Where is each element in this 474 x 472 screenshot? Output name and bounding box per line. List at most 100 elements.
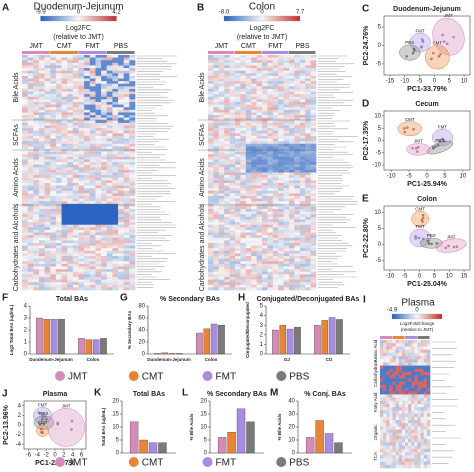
heatmap-cell: [129, 60, 136, 64]
heatmap-cell: [89, 57, 96, 61]
heatmap-cell: [213, 130, 220, 134]
heatmap-cell: [112, 248, 119, 252]
group-strip: [235, 51, 262, 54]
heatmap-cell: [78, 271, 85, 275]
heatmap-cell: [101, 193, 108, 197]
heatmap-cell: [78, 73, 85, 77]
heatmap-cell: [72, 130, 79, 134]
heatmap-cell: [72, 78, 79, 82]
heatmap-cell: [112, 120, 119, 124]
heatmap-cell: [405, 381, 409, 386]
heatmap-cell: [240, 146, 247, 150]
heatmap-cell: [235, 130, 241, 134]
heatmap-cell: [392, 429, 396, 434]
heatmap-cell: [89, 70, 96, 74]
cluster-ellipse: [397, 121, 423, 137]
heatmap-cell: [278, 261, 284, 265]
heatmap-cell: [224, 219, 230, 223]
heatmap-cell: [55, 209, 62, 212]
heatmap-cell: [262, 122, 268, 126]
heatmap-cell: [118, 133, 124, 137]
heatmap-cell: [267, 55, 274, 58]
heatmap-cell: [262, 109, 268, 113]
heatmap-cell: [123, 209, 130, 212]
heatmap-cell: [44, 125, 51, 129]
sample-point: [447, 244, 450, 248]
heatmap-cell: [389, 423, 393, 427]
heatmap-cell: [417, 464, 421, 469]
heatmap-cell: [67, 94, 74, 98]
heatmap-cell: [262, 214, 268, 218]
heatmap-cell: [235, 263, 241, 267]
heatmap-cell: [272, 125, 279, 129]
heatmap-cell: [294, 198, 301, 202]
heatmap-cell: [299, 198, 306, 202]
heatmap-cell: [283, 169, 290, 173]
heatmap-cell: [395, 397, 400, 402]
heatmap-cell: [129, 240, 136, 244]
heatmap-cell: [208, 62, 214, 66]
heatmap-cell: [44, 284, 51, 288]
heatmap-cell: [38, 206, 45, 210]
heatmap-cell: [392, 413, 396, 418]
heatmap-cell: [235, 156, 241, 160]
heatmap-cell: [213, 222, 220, 226]
heatmap-cell: [112, 266, 119, 270]
heatmap-cell: [229, 193, 236, 197]
heatmap-cell: [414, 420, 418, 424]
heatmap-cell: [213, 198, 220, 202]
heatmap-cell: [405, 368, 409, 373]
heatmap-cell: [256, 271, 263, 275]
heatmap-cell: [289, 88, 295, 92]
heatmap-cell: [294, 287, 301, 291]
heatmap-cell: [129, 154, 136, 158]
sample-point: [430, 57, 433, 61]
heatmap-cell: [78, 287, 85, 291]
heatmap-cell: [267, 120, 274, 124]
x-tick-label: 5: [433, 274, 437, 280]
heatmap-cell: [118, 263, 124, 267]
heatmap-cell: [95, 120, 102, 124]
heatmap-cell: [38, 279, 45, 283]
heatmap-cell: [50, 287, 57, 291]
heatmap-cell: [395, 375, 400, 379]
heatmap-cell: [310, 219, 317, 223]
heatmap-cell: [72, 266, 79, 270]
scale-min: -8.0: [219, 10, 230, 16]
heatmap-cell: [84, 159, 91, 163]
panel-title: % Secondary BAs: [207, 391, 267, 398]
heatmap-cell: [95, 258, 102, 262]
heatmap-cell: [267, 261, 274, 265]
heatmap-cell: [123, 258, 130, 262]
heatmap-cell: [118, 216, 124, 220]
heatmap-cell: [55, 201, 62, 205]
heatmap-cell: [33, 243, 40, 246]
y-tick-label: -2: [16, 432, 22, 438]
heatmap-cell: [245, 224, 252, 228]
heatmap-cell: [395, 368, 400, 373]
heatmap-cell: [84, 282, 91, 286]
heatmap-cell: [398, 372, 403, 376]
heatmap-cell: [267, 266, 274, 270]
heatmap-cell: [405, 388, 409, 392]
heatmap-cell: [33, 104, 40, 108]
heatmap-cell: [245, 206, 252, 210]
heatmap-cell: [123, 167, 130, 171]
y-tick-label: 0: [204, 451, 208, 457]
heatmap-cell: [272, 109, 279, 113]
heatmap-cell: [118, 81, 124, 85]
heatmap-cell: [44, 271, 51, 275]
row-group-label: Organic: [373, 424, 378, 441]
heatmap-cell: [305, 65, 311, 69]
heatmap-cell: [251, 88, 257, 92]
heatmap-cell: [283, 274, 290, 278]
heatmap-cell: [95, 128, 102, 132]
heatmap-cell: [380, 407, 384, 411]
heatmap-cell: [213, 115, 220, 118]
heatmap-cell: [235, 258, 241, 262]
heatmap-cell: [283, 172, 290, 176]
heatmap-cell: [95, 115, 102, 118]
heatmap-cell: [33, 185, 40, 189]
heatmap-cell: [67, 91, 74, 95]
heatmap-cell: [78, 162, 85, 165]
